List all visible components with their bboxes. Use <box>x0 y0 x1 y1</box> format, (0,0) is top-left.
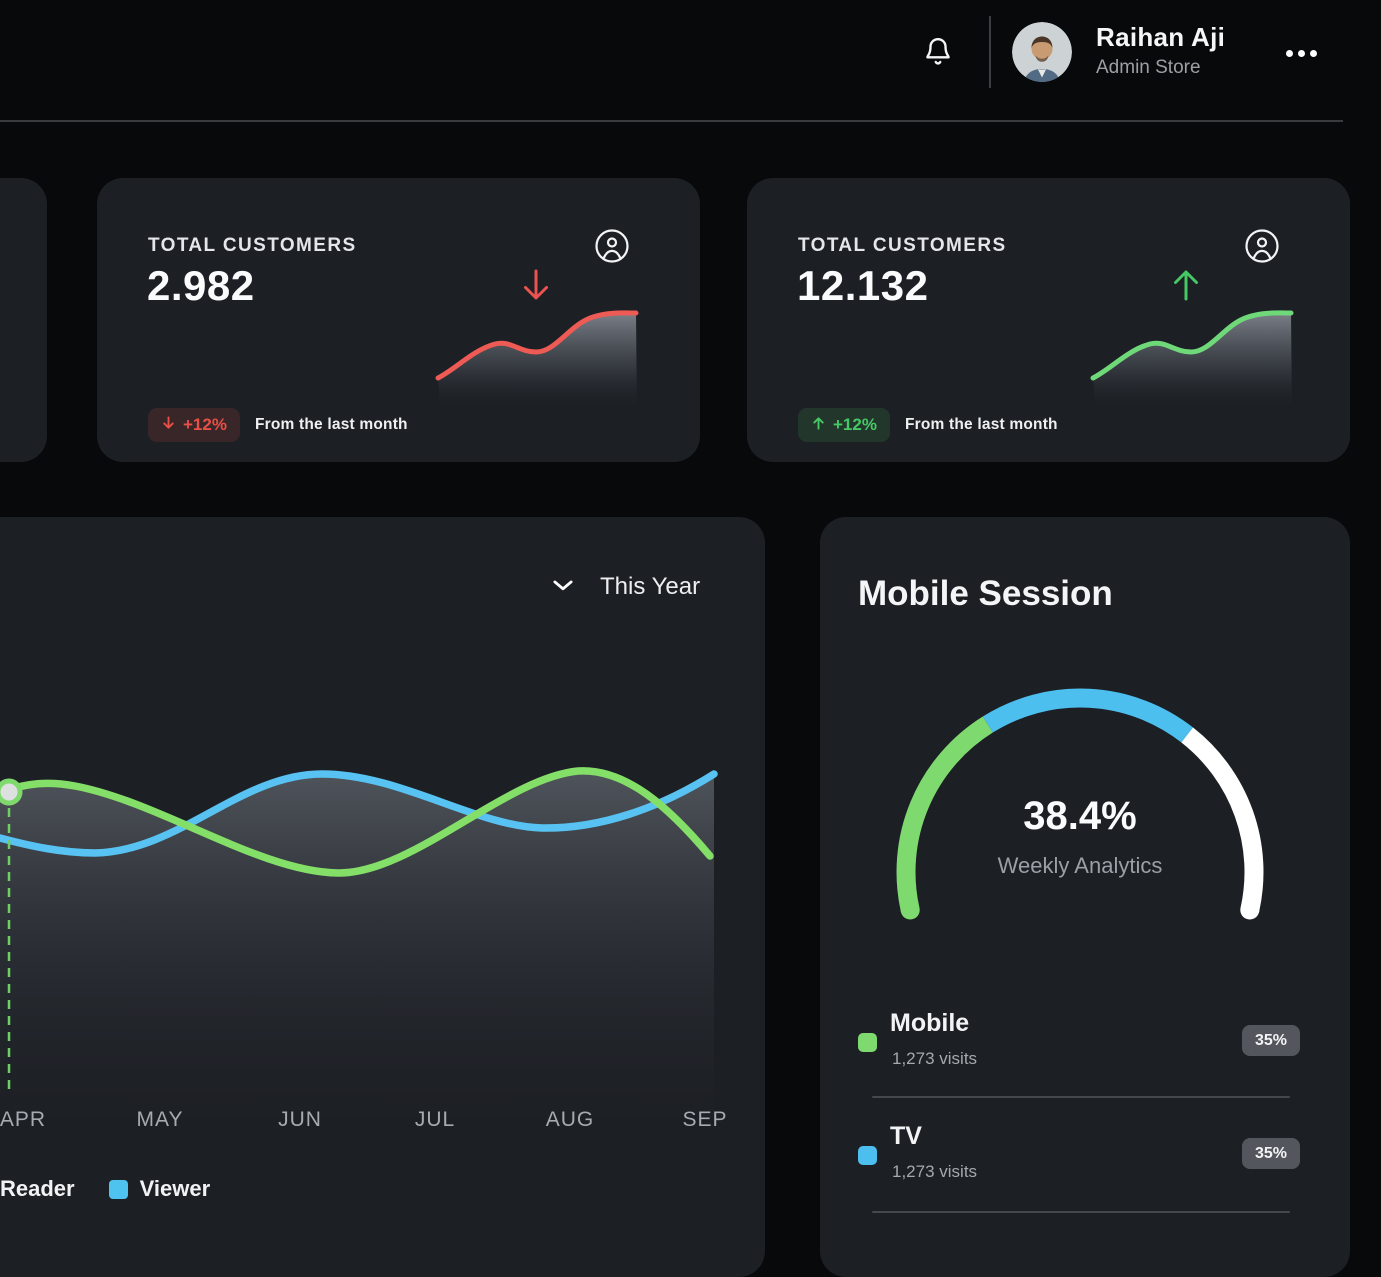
legend-viewer-swatch <box>108 1179 128 1199</box>
session-share-badge: 35% <box>1241 1138 1300 1169</box>
customers-icon <box>1244 228 1280 269</box>
month-label: APR <box>0 1108 47 1131</box>
year-filter-button[interactable]: This Year <box>550 572 700 601</box>
sparkline-up <box>1090 310 1294 412</box>
month-label: SEP <box>682 1108 728 1131</box>
arrow-up-icon <box>811 415 826 436</box>
delta-badge: +12% <box>148 408 240 442</box>
series-reader-line <box>0 767 714 877</box>
legend-reader-label: Reader <box>0 1176 75 1201</box>
legend-viewer-label: Viewer <box>139 1176 211 1201</box>
mobile-swatch <box>858 1033 877 1052</box>
sparkline-down <box>435 310 639 412</box>
gauge-value: 38.4% <box>1023 794 1137 838</box>
delta-value: +12% <box>183 415 227 434</box>
trend-up-icon <box>1171 266 1201 309</box>
notification-bell-button[interactable] <box>916 28 960 76</box>
delta-note: From the last month <box>254 416 408 433</box>
ellipsis-icon <box>1286 50 1293 57</box>
gauge-segment-tv <box>982 688 1193 743</box>
customers-icon <box>594 228 630 269</box>
more-options-button[interactable] <box>1280 44 1323 63</box>
header-rule <box>0 120 1343 122</box>
tv-swatch <box>858 1146 877 1165</box>
chevron-down-icon <box>550 572 576 601</box>
header-divider <box>989 16 991 88</box>
avatar[interactable] <box>1012 22 1072 82</box>
stat-card-customers-2: TOTAL CUSTOMERS 12.132 +12% <box>747 178 1350 462</box>
x-axis: APR MAY JUN JUL AUG SEP <box>0 1108 765 1138</box>
month-label: MAY <box>136 1108 184 1131</box>
gauge-caption: Weekly Analytics <box>997 853 1163 878</box>
month-label: JUN <box>278 1108 322 1131</box>
line-chart <box>0 767 718 1140</box>
session-visits: 1,273 visits <box>892 1162 978 1181</box>
delta-note: From the last month <box>904 416 1058 433</box>
delta-value: +12% <box>833 415 877 434</box>
stat-card-partial <box>0 178 47 462</box>
session-name: TV <box>890 1122 922 1150</box>
user-role: Admin Store <box>1096 57 1201 78</box>
user-name: Raihan Aji <box>1096 22 1226 52</box>
stat-label: TOTAL CUSTOMERS <box>148 235 357 256</box>
delta-badge: +12% <box>798 408 890 442</box>
stat-value: 2.982 <box>147 262 255 309</box>
mobile-session-card: Mobile Session 38.4% Weekly Analytics Mo… <box>820 517 1350 1277</box>
stat-value: 12.132 <box>797 262 929 309</box>
month-label: AUG <box>545 1108 595 1131</box>
session-name: Mobile <box>890 1009 970 1037</box>
chart-legend: Reader Viewer <box>0 1176 210 1202</box>
row-divider <box>872 1096 1290 1098</box>
session-share-badge: 35% <box>1241 1025 1300 1056</box>
chart-area-fill <box>0 770 714 1140</box>
gauge-segment-remaining <box>1181 727 1264 913</box>
year-filter-label: This Year <box>600 572 701 600</box>
row-divider <box>872 1211 1290 1213</box>
gauge-chart <box>896 688 1264 920</box>
trend-down-icon <box>521 266 551 309</box>
stat-label: TOTAL CUSTOMERS <box>798 235 1007 256</box>
bell-icon <box>923 32 953 73</box>
session-visits: 1,273 visits <box>892 1049 978 1068</box>
month-label: JUL <box>414 1108 456 1131</box>
gauge-segment-mobile <box>896 716 993 913</box>
stat-card-customers-1: TOTAL CUSTOMERS 2.982 +12% <box>97 178 700 462</box>
avatar-image <box>1012 22 1072 82</box>
mobile-session-title: Mobile Session <box>858 574 1113 613</box>
highlight-marker <box>0 778 23 806</box>
arrow-down-icon <box>161 415 176 436</box>
series-viewer-line <box>0 770 718 857</box>
